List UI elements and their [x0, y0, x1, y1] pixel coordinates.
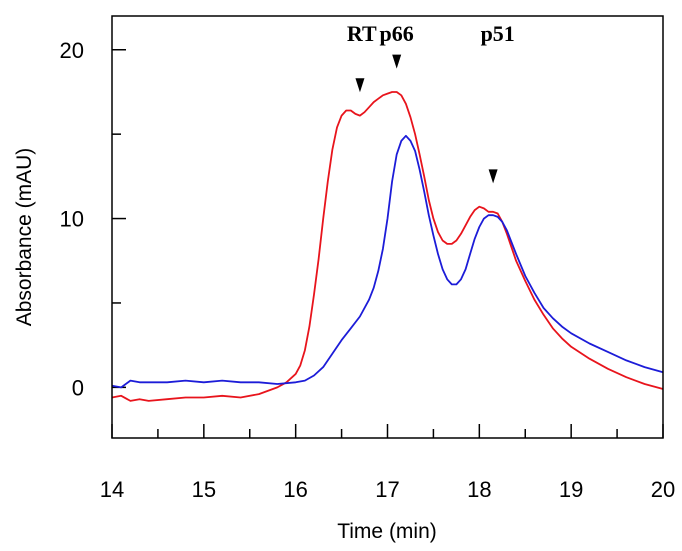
- peak-marker: [392, 54, 402, 69]
- peak-marker: [488, 169, 498, 184]
- y-axis-title: Absorbance (mAU): [13, 148, 36, 327]
- peak-labels: RT p66 p51: [347, 21, 515, 46]
- peak-label: RT: [347, 21, 377, 46]
- x-tick-label: 14: [100, 477, 124, 502]
- y-tick-marks: [112, 49, 126, 389]
- y-tick-label: 0: [72, 375, 84, 400]
- x-tick-label: 15: [192, 477, 216, 502]
- x-tick-label: 20: [651, 477, 675, 502]
- peak-label: p66: [380, 21, 414, 46]
- x-tick-label: 18: [467, 477, 491, 502]
- x-tick-marks: [111, 424, 664, 438]
- series-line-1: [111, 91, 664, 402]
- y-tick-label: 10: [60, 207, 84, 232]
- plot-series: [111, 91, 664, 402]
- y-tick-label: 20: [60, 38, 84, 63]
- x-tick-labels: 14 15 16 17 18 19 20: [100, 477, 675, 502]
- x-tick-label: 16: [283, 477, 307, 502]
- series-line-2: [111, 134, 664, 389]
- plot-frame: [111, 15, 664, 439]
- peak-marker: [355, 78, 365, 93]
- x-axis-title: Time (min): [337, 520, 437, 543]
- peak-markers: [355, 54, 498, 184]
- x-tick-label: 17: [375, 477, 399, 502]
- y-tick-labels: 0 10 20: [60, 38, 84, 401]
- peak-label: p51: [481, 21, 515, 46]
- x-tick-label: 19: [559, 477, 583, 502]
